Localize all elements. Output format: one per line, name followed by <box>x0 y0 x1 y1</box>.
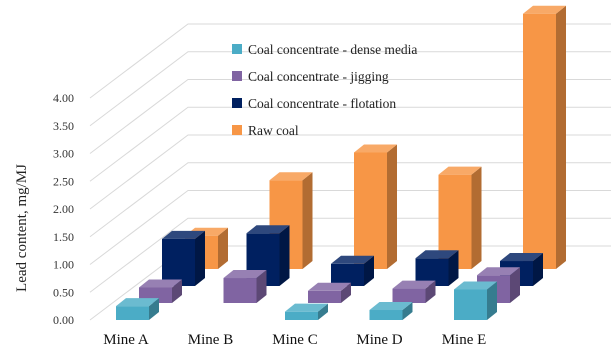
bar-raw-coal-mine-e <box>523 5 566 270</box>
bar-coal-concentrate-jigging-mine-b <box>223 270 267 303</box>
bar-raw-coal-mine-c <box>354 144 397 269</box>
bar-coal-concentrate-jigging-mine-c <box>308 282 351 303</box>
gridline <box>89 23 611 99</box>
category-label: Mine D <box>356 332 402 348</box>
y-tick-label: 2.00 <box>53 202 74 216</box>
y-tick-label: 1.00 <box>53 258 74 272</box>
y-tick-label: 1.50 <box>53 230 74 244</box>
y-tick-label: 3.50 <box>53 119 74 133</box>
x-axis-categories: Mine A Mine B Mine C Mine D Mine E <box>103 332 486 348</box>
gridline <box>89 106 611 182</box>
bar-coal-concentrate-flotation-mine-a <box>162 230 205 286</box>
legend-label: Raw coal <box>248 123 299 138</box>
legend: Coal concentrate - dense media Coal conce… <box>232 42 417 138</box>
category-label: Mine A <box>103 332 149 348</box>
gridlines <box>89 23 611 321</box>
legend-label: Coal concentrate - jigging <box>248 69 389 84</box>
gridline <box>89 79 611 154</box>
bar-coal-concentrate-jigging-mine-d <box>392 280 436 303</box>
bar-coal-concentrate-dense-media-mine-c <box>285 303 328 320</box>
y-tick-label: 3.00 <box>53 147 74 161</box>
legend-swatch <box>232 98 242 108</box>
bar-coal-concentrate-flotation-mine-c <box>331 255 374 286</box>
gridline <box>89 162 611 238</box>
gridline <box>89 134 611 210</box>
bar-coal-concentrate-dense-media-mine-e <box>454 281 497 320</box>
legend-swatch <box>232 44 242 54</box>
y-axis-ticks: 0.00 0.50 1.00 1.50 2.00 2.50 3.00 3.50 4.00 <box>53 91 74 327</box>
y-tick-label: 2.50 <box>53 174 74 188</box>
legend-swatch <box>232 125 242 135</box>
legend-swatch <box>232 71 242 81</box>
y-tick-label: 4.00 <box>53 91 74 105</box>
bar-coal-concentrate-dense-media-mine-a <box>116 298 159 320</box>
gridline <box>89 51 611 127</box>
legend-label: Coal concentrate - flotation <box>248 96 396 111</box>
y-tick-label: 0.50 <box>53 285 74 299</box>
category-label: Mine C <box>272 332 317 348</box>
category-label: Mine B <box>188 332 233 348</box>
bars <box>116 5 566 320</box>
y-tick-label: 0.00 <box>53 313 74 327</box>
legend-label: Coal concentrate - dense media <box>248 42 417 57</box>
category-label: Mine E <box>442 332 487 348</box>
y-axis-label: Lead content, mg/MJ <box>14 164 30 292</box>
bar-coal-concentrate-dense-media-mine-d <box>369 302 413 320</box>
